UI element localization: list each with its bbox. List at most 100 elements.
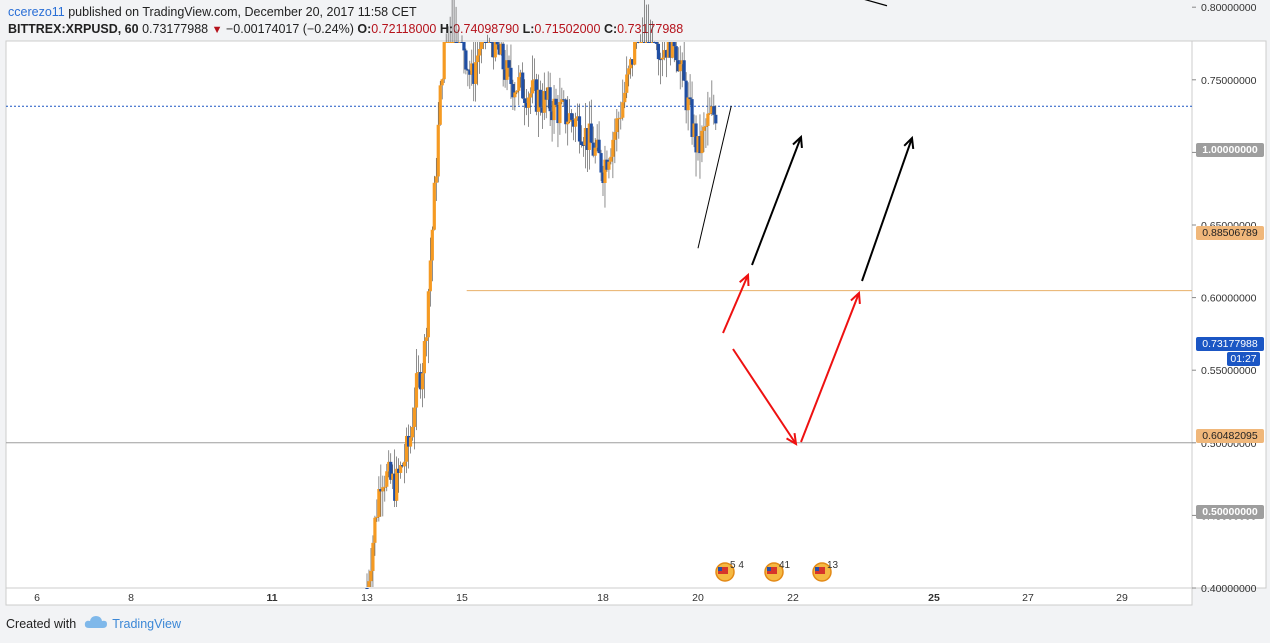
candle-body [399, 465, 403, 473]
tradingview-cloud-icon[interactable] [84, 615, 108, 632]
candle-body [542, 91, 546, 113]
price-axis[interactable] [1191, 40, 1267, 589]
candle-body [558, 102, 562, 124]
candle-body [676, 60, 680, 72]
candle-body [585, 128, 589, 150]
candle-body [548, 87, 552, 112]
high-value: 0.74098790 [453, 22, 520, 36]
x-tick-label: 6 [34, 592, 40, 604]
candle-body [639, 42, 643, 43]
candle-body [625, 74, 629, 93]
x-tick-label: 22 [787, 592, 799, 604]
candle-body [430, 229, 434, 261]
candle-body [505, 60, 509, 80]
candle-body [694, 123, 698, 153]
candle-body [660, 57, 664, 60]
event-count-label: 41 [779, 560, 791, 571]
candle-body [556, 104, 560, 124]
candle-body [629, 59, 633, 69]
close-value: 0.73177988 [617, 22, 684, 36]
candle-body [379, 489, 383, 492]
candle-body [560, 99, 564, 103]
candle-body [652, 42, 657, 43]
candle-body [605, 159, 609, 170]
x-tick-label: 8 [128, 592, 134, 604]
candle-body [575, 116, 580, 119]
candle-body [611, 139, 615, 157]
candle-body [623, 92, 627, 103]
candle-body [385, 471, 389, 487]
candle-body [481, 42, 486, 43]
candle-body [587, 123, 591, 150]
time-axis[interactable] [5, 587, 1193, 606]
candle-body [554, 98, 558, 105]
candle-body [387, 461, 391, 472]
candle-body [476, 55, 480, 63]
candle-body [503, 69, 507, 80]
candle-body [458, 42, 462, 43]
candle-body [566, 121, 570, 125]
descending-trendline [864, 0, 888, 7]
candle-body [410, 426, 415, 438]
candle-body [613, 132, 617, 140]
candle-body [495, 42, 499, 45]
candle-body [497, 44, 501, 55]
low-value: 0.71502000 [534, 22, 601, 36]
candle-body [702, 126, 706, 131]
open-label: O: [357, 22, 372, 36]
candle-body [682, 60, 686, 81]
candle-body [513, 92, 517, 98]
tradingview-link[interactable]: TradingView [112, 616, 181, 631]
candle-body [648, 42, 653, 43]
candle-body [650, 42, 655, 43]
author-link[interactable]: ccerezo11 [8, 5, 65, 19]
candle-body [525, 103, 529, 108]
candle-body [444, 42, 448, 43]
candle-body [680, 60, 684, 65]
candle-body [550, 111, 554, 121]
candle-body [530, 80, 535, 94]
candle-body [621, 102, 625, 118]
candle-body [603, 159, 607, 184]
candle-body [464, 50, 468, 70]
candle-body [420, 373, 425, 390]
candle-body [404, 435, 409, 462]
candle-body [422, 341, 426, 374]
candle-body [581, 145, 586, 147]
candle-body [698, 136, 702, 154]
red-arrow-rebound-head [850, 290, 861, 305]
candle-body [462, 42, 466, 51]
event-flag-canton [767, 567, 771, 571]
candle-body [544, 91, 548, 100]
candle-body [416, 372, 421, 374]
symbol-label[interactable]: BITTREX:XRPUSD, 60 [8, 22, 139, 36]
red-arrow-breakout [722, 274, 749, 334]
candle-body [552, 98, 556, 121]
candle-body [389, 461, 393, 480]
candle-body [532, 79, 537, 81]
y-tick-label: 0.60000000 [1201, 293, 1257, 305]
candle-body [460, 42, 464, 43]
candle-body [521, 72, 525, 99]
candle-body [412, 407, 417, 427]
candle-body [375, 516, 379, 518]
black-arrow-target-2-head [903, 135, 915, 150]
candle-body [383, 486, 387, 488]
price-tag-support: 0.60482095 [1196, 429, 1264, 443]
candle-body [468, 70, 472, 75]
red-arrow-breakout-head [739, 272, 750, 287]
candle-body [637, 42, 641, 43]
candle-body [499, 43, 503, 55]
open-value: 0.72118000 [371, 22, 437, 36]
candle-body [607, 161, 611, 170]
candle-body [589, 123, 593, 143]
candle-body [684, 80, 688, 111]
candle-body [442, 42, 446, 80]
candle-body [371, 542, 375, 572]
candle-body [438, 85, 442, 125]
candle-body [562, 99, 566, 101]
x-tick-label: 29 [1116, 592, 1128, 604]
x-tick-label: 15 [456, 592, 468, 604]
candle-body [674, 46, 678, 61]
